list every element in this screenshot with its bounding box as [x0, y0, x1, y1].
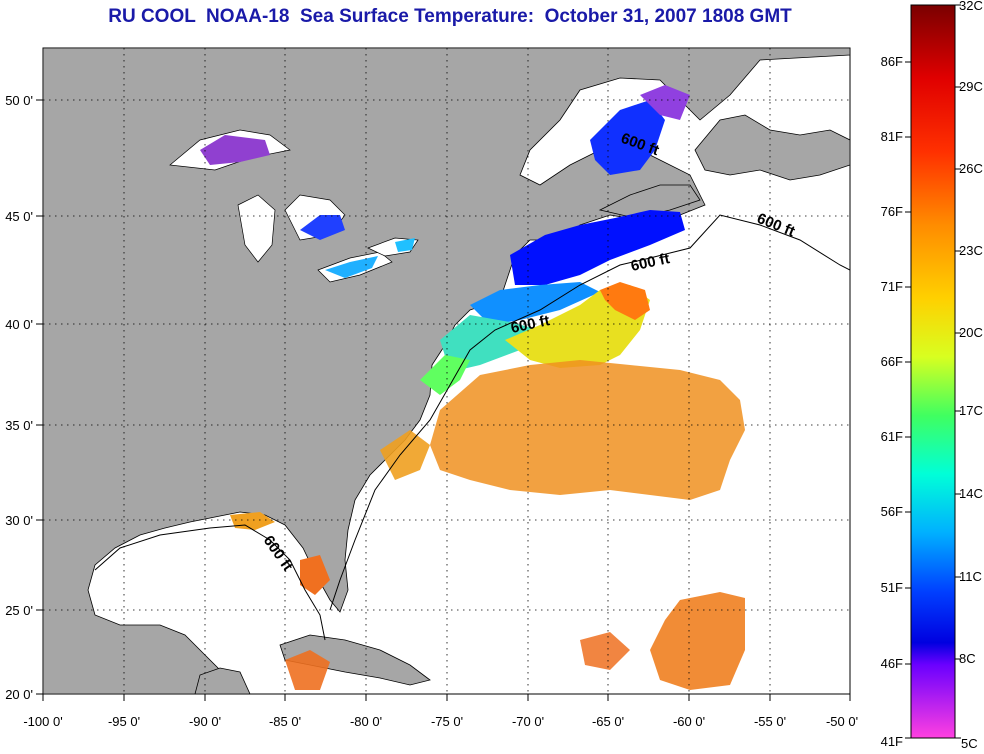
lat-label: 50 0'	[5, 93, 33, 108]
colorbar-f-label: 71F	[881, 279, 903, 294]
lon-label: -65 0'	[592, 714, 624, 729]
colorbar-c-label: 8C	[959, 651, 976, 666]
colorbar-f-label: 81F	[881, 129, 903, 144]
lon-label: -85 0'	[269, 714, 301, 729]
colorbar-f-label: 66F	[881, 354, 903, 369]
colorbar-c-label: 32C	[959, 0, 983, 13]
lon-label: -80 0'	[350, 714, 382, 729]
colorbar: 86F 81F 76F 71F 66F 61F 56F 51F 46F 41F …	[881, 0, 983, 751]
colorbar-c-label: 23C	[959, 243, 983, 258]
sst-data	[200, 85, 745, 690]
colorbar-c-label: 17C	[959, 403, 983, 418]
contour-600ft	[329, 214, 850, 611]
graticule	[43, 48, 850, 694]
contour-600ft-gulf	[94, 524, 326, 641]
colorbar-c-label: 14C	[959, 486, 983, 501]
map-title: RU COOL NOAA-18 Sea Surface Temperature:…	[108, 6, 792, 27]
colorbar-f-label: 61F	[881, 429, 903, 444]
colorbar-c-label: 5C	[961, 736, 978, 751]
lon-label: -60 0'	[673, 714, 705, 729]
lon-label: -100 0'	[23, 714, 62, 729]
lat-label: 40 0'	[5, 317, 33, 332]
lat-label: 30 0'	[5, 513, 33, 528]
lon-label: -75 0'	[431, 714, 463, 729]
lon-label: -70 0'	[512, 714, 544, 729]
colorbar-c-label: 26C	[959, 161, 983, 176]
lat-label: 20 0'	[5, 687, 33, 702]
lat-label: 35 0'	[5, 418, 33, 433]
longitude-labels: -100 0' -95 0' -90 0' -85 0' -80 0' -75 …	[23, 714, 858, 729]
colorbar-f-label: 41F	[881, 734, 903, 749]
lat-label: 45 0'	[5, 209, 33, 224]
land-newfoundland	[694, 114, 850, 181]
axis-ticks	[36, 99, 851, 701]
land-yucatan	[194, 667, 251, 694]
colorbar-f-label: 76F	[881, 204, 903, 219]
latitude-labels: 50 0' 45 0' 40 0' 35 0' 30 0' 25 0' 20 0…	[5, 93, 33, 702]
lon-label: -95 0'	[108, 714, 140, 729]
colorbar-f-label: 56F	[881, 504, 903, 519]
colorbar-c-label: 11C	[959, 569, 982, 584]
colorbar-gradient	[910, 4, 956, 739]
colorbar-f-label: 51F	[881, 580, 903, 595]
colorbar-f-label: 86F	[881, 54, 903, 69]
lon-label: -55 0'	[754, 714, 786, 729]
lat-label: 25 0'	[5, 603, 33, 618]
colorbar-f-label: 46F	[881, 656, 903, 671]
lon-label: -50 0'	[826, 714, 858, 729]
colorbar-c-label: 29C	[959, 79, 983, 94]
lon-label: -90 0'	[189, 714, 221, 729]
colorbar-c-label: 20C	[959, 325, 983, 340]
